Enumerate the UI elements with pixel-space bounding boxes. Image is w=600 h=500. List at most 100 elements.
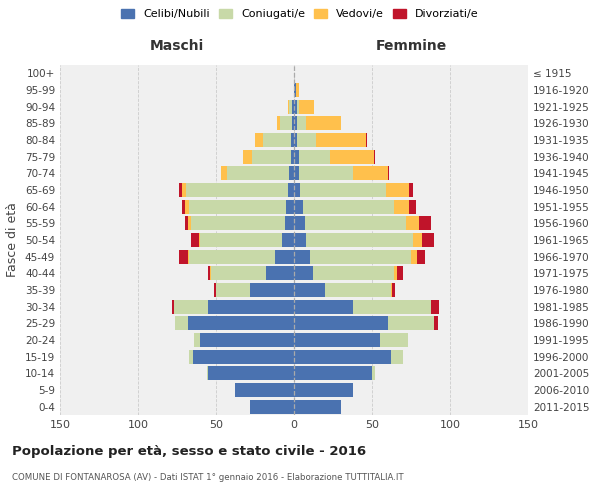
Text: Popolazione per età, sesso e stato civile - 2016: Popolazione per età, sesso e stato civil… [12,445,366,458]
Bar [214,283,216,297]
Bar [388,316,434,330]
Bar [200,333,294,347]
Bar [325,283,391,297]
Bar [227,166,289,180]
Bar [291,133,294,147]
Bar [299,100,314,114]
Bar [194,333,200,347]
Bar [294,300,353,314]
Bar [179,183,182,197]
Bar [179,250,188,264]
Bar [409,183,413,197]
Bar [208,266,210,280]
Bar [294,83,296,97]
Bar [185,216,188,230]
Bar [413,233,422,247]
Bar [284,216,294,230]
Text: Femmine: Femmine [376,40,446,54]
Bar [288,183,294,197]
Bar [250,283,294,297]
Bar [294,150,299,164]
Bar [294,166,299,180]
Bar [294,383,353,397]
Bar [211,266,266,280]
Bar [289,100,292,114]
Bar [391,283,392,297]
Bar [434,316,437,330]
Bar [294,250,310,264]
Bar [374,150,375,164]
Bar [294,200,304,214]
Bar [388,166,389,180]
Bar [417,250,425,264]
Bar [366,133,367,147]
Bar [294,333,380,347]
Bar [294,183,300,197]
Bar [294,116,297,130]
Bar [174,300,208,314]
Bar [310,250,411,264]
Bar [188,216,191,230]
Bar [221,166,227,180]
Bar [294,350,391,364]
Bar [191,233,199,247]
Bar [397,266,403,280]
Bar [252,150,291,164]
Bar [305,216,406,230]
Bar [353,166,388,180]
Bar [280,116,292,130]
Bar [242,150,252,164]
Bar [300,183,386,197]
Bar [372,366,375,380]
Bar [294,400,341,414]
Bar [297,133,316,147]
Bar [191,216,284,230]
Bar [291,150,294,164]
Bar [391,350,403,364]
Bar [292,116,294,130]
Bar [210,266,211,280]
Bar [263,133,291,147]
Bar [255,133,263,147]
Bar [307,116,341,130]
Bar [190,350,193,364]
Bar [392,283,395,297]
Bar [266,266,294,280]
Bar [216,283,250,297]
Bar [188,316,294,330]
Text: COMUNE DI FONTANAROSA (AV) - Dati ISTAT 1° gennaio 2016 - Elaborazione TUTTITALI: COMUNE DI FONTANAROSA (AV) - Dati ISTAT … [12,472,404,482]
Bar [411,250,417,264]
Bar [313,266,394,280]
Bar [208,300,294,314]
Bar [353,300,431,314]
Bar [281,233,294,247]
Bar [296,83,299,97]
Bar [380,333,408,347]
Y-axis label: Fasce di età: Fasce di età [7,202,19,278]
Bar [307,233,413,247]
Bar [294,216,305,230]
Bar [294,233,307,247]
Bar [316,133,366,147]
Bar [409,200,416,214]
Bar [250,400,294,414]
Bar [182,200,185,214]
Legend: Celibi/Nubili, Coniugati/e, Vedovi/e, Divorziati/e: Celibi/Nubili, Coniugati/e, Vedovi/e, Di… [118,6,482,22]
Bar [190,250,275,264]
Bar [299,166,353,180]
Bar [406,216,419,230]
Bar [330,150,374,164]
Bar [193,350,294,364]
Bar [288,100,289,114]
Bar [199,233,200,247]
Bar [188,250,190,264]
Bar [286,200,294,214]
Bar [431,300,439,314]
Bar [275,250,294,264]
Bar [386,183,409,197]
Bar [304,200,394,214]
Bar [297,116,307,130]
Bar [182,183,187,197]
Bar [172,300,174,314]
Bar [422,233,434,247]
